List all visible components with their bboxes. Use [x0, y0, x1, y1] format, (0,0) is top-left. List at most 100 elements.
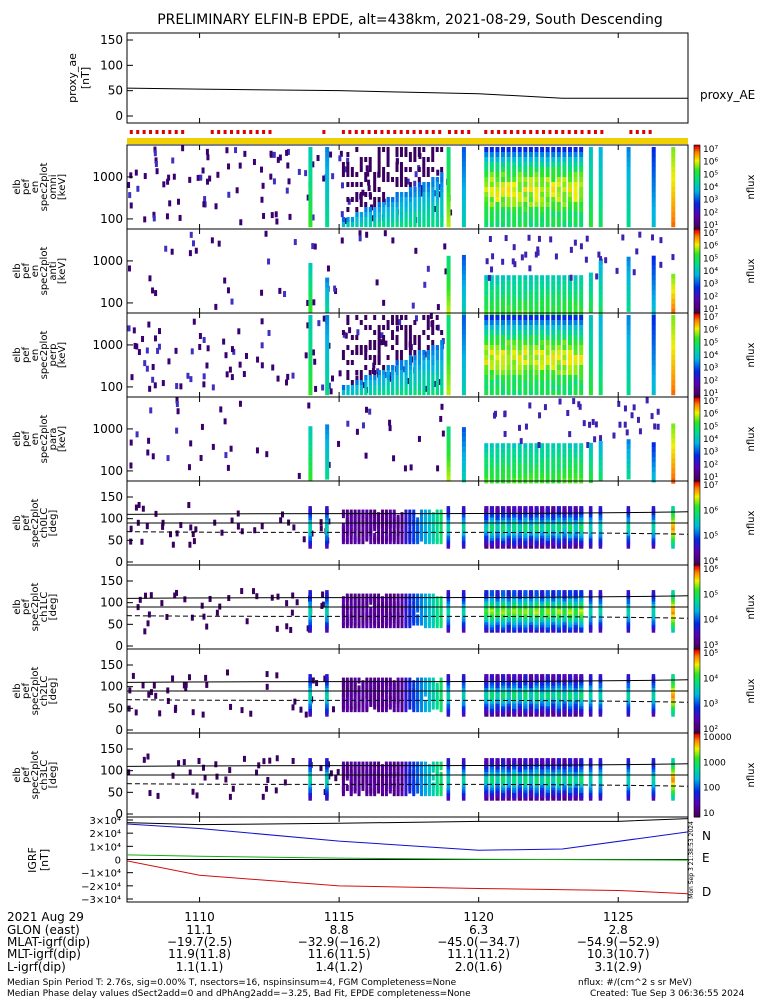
spec-cell	[422, 360, 426, 366]
spec-pixel	[368, 192, 372, 197]
spec-cell	[556, 360, 561, 366]
spec-cell	[579, 355, 584, 361]
spec-cell	[540, 197, 545, 203]
spec-pixel	[431, 325, 435, 330]
pa-pixel	[128, 687, 132, 694]
pa-cell	[551, 674, 556, 681]
spec-cell	[391, 207, 395, 213]
spec-cell	[484, 275, 489, 281]
pa-cell	[377, 530, 381, 537]
pa-pixel	[205, 623, 209, 630]
spec-cell	[512, 458, 517, 464]
spec-cell	[426, 390, 431, 396]
spec-cell	[562, 212, 567, 218]
spec-cell	[426, 197, 431, 203]
spec-cell	[512, 390, 517, 396]
spec-cell	[671, 187, 676, 193]
spec-cell	[573, 162, 578, 168]
coverage-tick	[522, 130, 526, 134]
spec-cell	[461, 325, 466, 331]
spec-cell	[626, 474, 631, 480]
spec-pixel	[384, 340, 388, 347]
colorbar-cell	[694, 201, 700, 205]
spec-pixel	[225, 147, 229, 154]
spec-pixel	[151, 453, 155, 460]
spec-cell	[489, 147, 494, 153]
spec-pixel	[395, 315, 399, 320]
spec-cell	[461, 442, 466, 448]
spec-pixel	[229, 445, 233, 452]
spec-cell	[567, 167, 572, 173]
spec-cell	[562, 473, 567, 479]
spec-pixel	[380, 332, 384, 339]
spec-pixel	[426, 315, 430, 320]
colorbar-cell	[694, 462, 700, 465]
colorbar-cell	[694, 350, 700, 354]
spec-cell	[567, 172, 572, 178]
spec-cell	[446, 177, 451, 183]
spec-cell	[386, 390, 390, 396]
spec-cell	[512, 197, 517, 203]
spec-cell	[551, 187, 556, 193]
spec-cell	[534, 280, 539, 286]
pa-pixel	[228, 793, 232, 800]
spec-cell	[562, 355, 567, 361]
spec-pixel	[377, 345, 381, 350]
pa-cell	[562, 590, 567, 597]
spec-cell	[523, 300, 528, 306]
spec-pixel	[355, 192, 359, 197]
spec-cell	[651, 390, 656, 396]
spec-cell	[517, 187, 522, 193]
spec-cell	[626, 306, 631, 312]
y-tick-label: 150	[100, 490, 123, 504]
coverage-tick	[554, 130, 558, 134]
colorbar-cell	[694, 279, 700, 282]
spec-cell	[545, 212, 550, 218]
spec-cell	[512, 473, 517, 479]
spec-cell	[506, 463, 511, 469]
colorbar-tick-label: 10⁴	[703, 616, 718, 626]
spec-cell	[435, 202, 439, 208]
pa-pixel	[255, 769, 259, 776]
pa-cell	[439, 601, 443, 608]
pa-cell	[384, 598, 388, 605]
spec-cell	[325, 162, 330, 168]
spec-cell	[573, 473, 578, 479]
data-coverage-strip	[127, 130, 688, 144]
spec-pixel	[346, 167, 350, 172]
pa-pixel	[149, 592, 153, 599]
spec-cell	[461, 452, 466, 458]
spec-pixel	[623, 421, 627, 428]
spec-cell	[506, 300, 511, 306]
spec-cell	[512, 212, 517, 218]
spec-cell	[534, 157, 539, 163]
colorbar-cell	[694, 646, 700, 650]
spec-cell	[417, 212, 422, 218]
spec-pixel	[371, 215, 375, 222]
pa-cell	[357, 677, 361, 684]
spec-cell	[489, 350, 494, 356]
spec-pixel	[225, 371, 229, 378]
colorbar-cell	[694, 260, 700, 264]
spec-pixel	[304, 352, 308, 359]
spec-cell	[551, 295, 556, 301]
spec-cell	[395, 212, 399, 218]
spec-cell	[446, 350, 451, 356]
spec-cell	[484, 453, 489, 459]
spec-pixel	[151, 376, 155, 383]
spec-pixel	[155, 168, 159, 175]
spec-cell	[579, 152, 584, 158]
spec-cell	[545, 390, 550, 396]
spec-cell	[308, 461, 313, 467]
spec-cell	[556, 355, 561, 361]
y-tick-label: 100	[100, 464, 123, 478]
spec-cell	[573, 290, 578, 296]
spec-cell	[446, 305, 451, 311]
pa-pixel	[161, 523, 165, 530]
spec-cell	[534, 453, 539, 459]
spec-cell	[404, 370, 408, 376]
spec-cell	[484, 355, 489, 361]
colorbar-cell	[694, 520, 700, 524]
colorbar-cell	[694, 588, 700, 591]
colorbar-tick-label: 10⁶	[703, 565, 718, 575]
